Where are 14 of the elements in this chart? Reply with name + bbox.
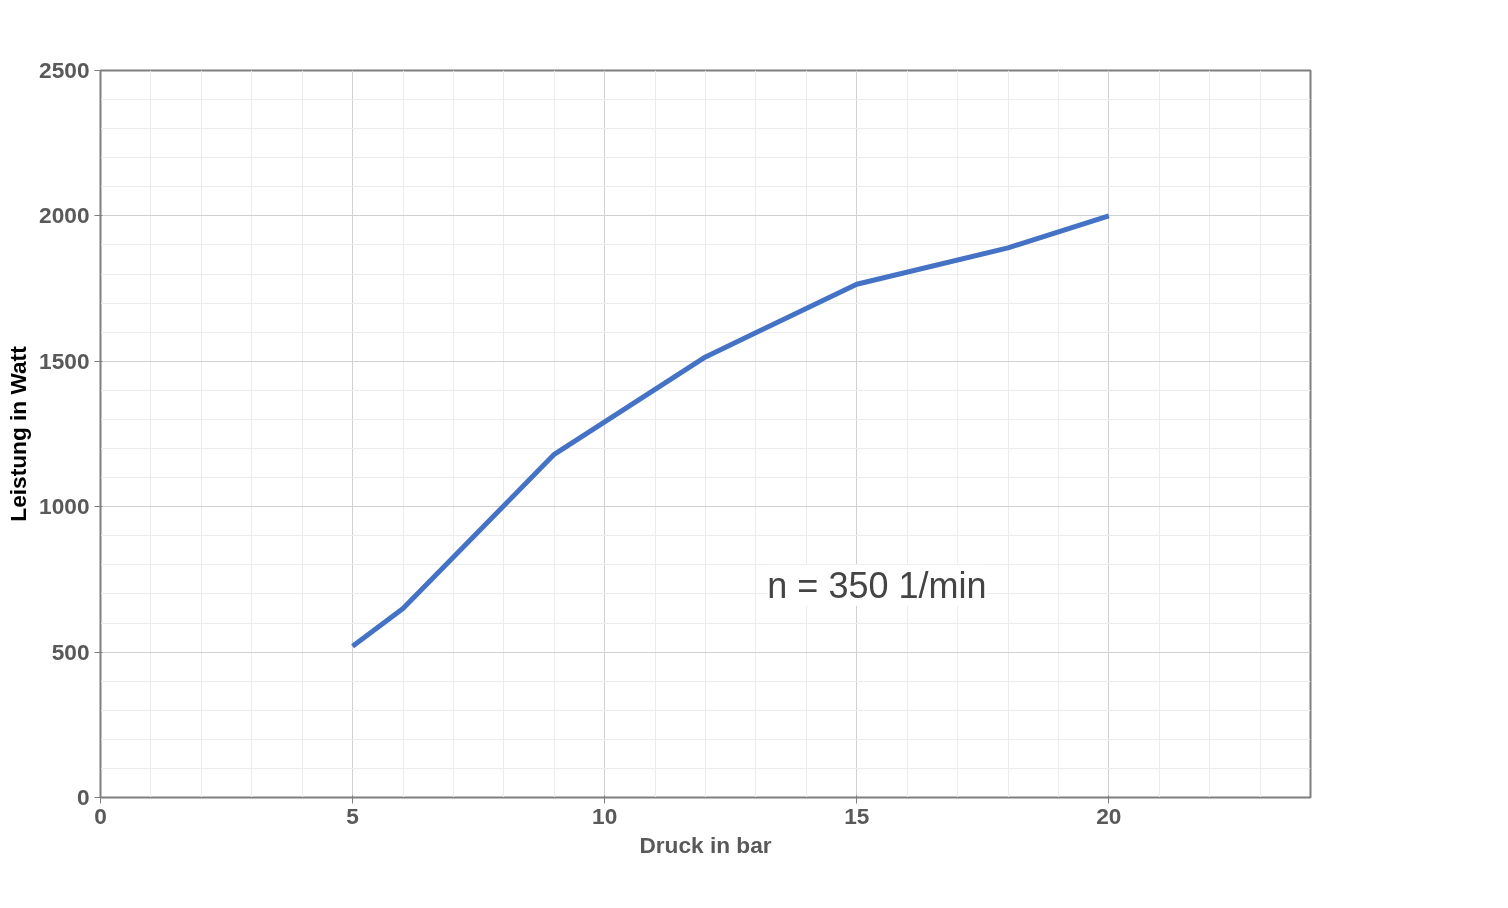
x-tick-label: 5	[346, 802, 359, 829]
x-tick-label: 20	[1096, 802, 1122, 829]
y-tick-label: 0	[76, 784, 90, 810]
x-tick-label: 0	[94, 802, 107, 829]
y-tick-label: 1000	[39, 493, 90, 520]
y-tick-label: 500	[51, 638, 90, 665]
y-axis-title: Leistung in Watt	[5, 345, 32, 522]
x-axis-title: Druck in bar	[639, 831, 772, 858]
y-tick-label: 1500	[39, 347, 90, 374]
x-tick-label: 15	[844, 802, 870, 829]
y-tick-label: 2500	[39, 57, 90, 83]
annotation: n = 350 1/min	[767, 564, 987, 606]
y-tick-label: 2000	[39, 202, 90, 229]
x-tick-label: 10	[592, 802, 618, 829]
